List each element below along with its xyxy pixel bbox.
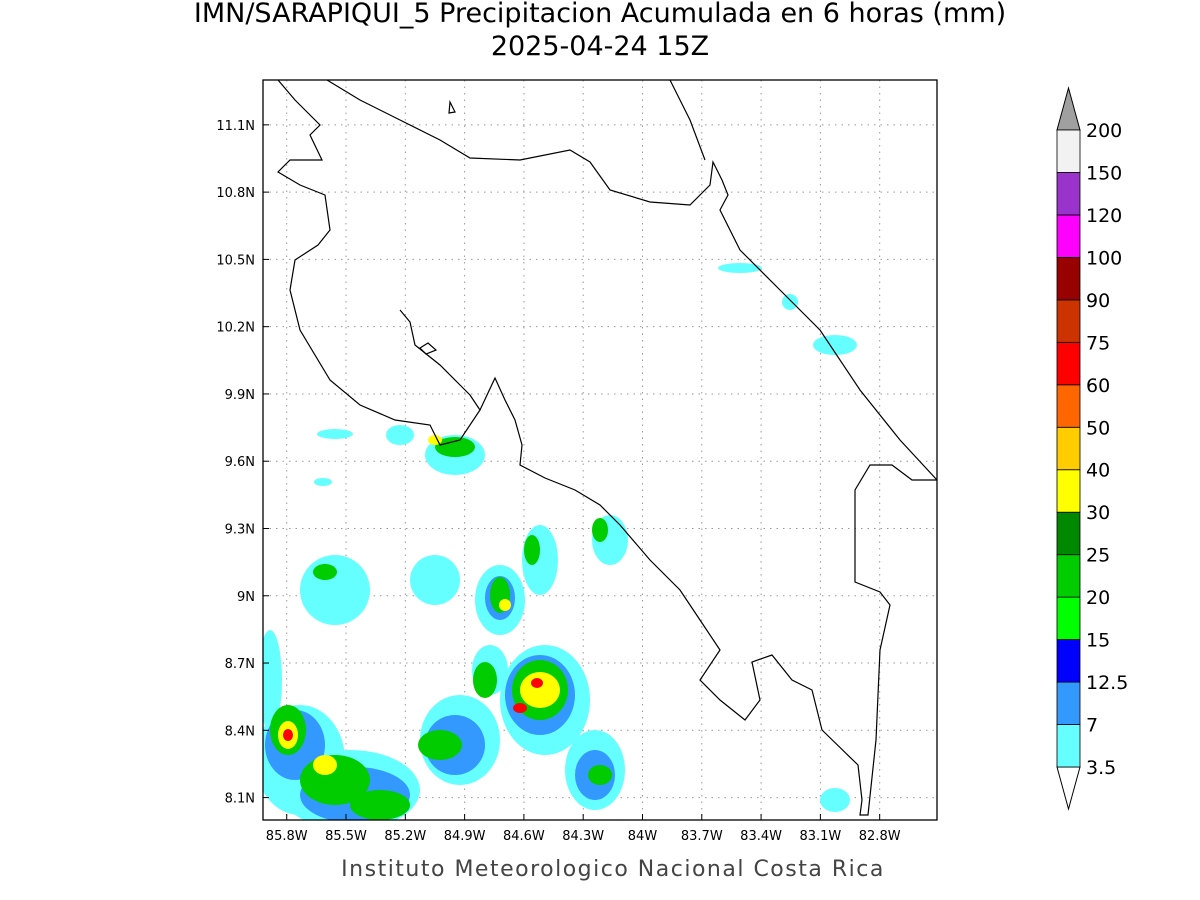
x-tick-label: 84.9W	[444, 829, 486, 844]
axis-labels: 85.8W 85.5W 85.2W 84.9W 84.6W 84.3W 84W 83.7W 83…	[216, 119, 900, 844]
x-tick-label: 83.7W	[681, 829, 723, 844]
colorbar-label: 75	[1086, 332, 1110, 354]
map-frame	[262, 79, 938, 821]
colorbar-box	[1056, 469, 1081, 513]
credit: Instituto Meteorologico Nacional Costa R…	[341, 857, 885, 882]
x-tick-label: 83.1W	[799, 829, 841, 844]
colorbar-box	[1056, 681, 1081, 725]
colorbar-label: 50	[1086, 417, 1110, 439]
subtitle: 2025-04-24 15Z	[491, 31, 709, 62]
y-tick-label: 9.9N	[225, 388, 255, 403]
colorbar-label: 3.5	[1086, 757, 1116, 779]
colorbar-label: 100	[1086, 247, 1122, 269]
colorbar-box	[1056, 554, 1081, 598]
colorbar-over	[1056, 86, 1081, 131]
colorbar-box	[1056, 341, 1081, 386]
colorbar-box	[1056, 384, 1081, 428]
precip-field	[263, 263, 857, 820]
title: IMN/SARAPIQUI_5 Precipitacion Acumulada …	[194, 0, 1006, 29]
colorbar-box	[1056, 426, 1081, 471]
y-tick-label: 8.1N	[225, 792, 255, 807]
colorbar-label: 150	[1086, 162, 1122, 184]
y-tick-label: 10.8N	[216, 186, 255, 201]
coastlines	[277, 80, 937, 816]
y-tick-label: 8.4N	[225, 724, 255, 739]
colorbar-label: 12.5	[1086, 672, 1128, 694]
colorbar-label: 200	[1086, 120, 1122, 142]
y-tick-label: 9.3N	[225, 522, 255, 537]
colorbar-label: 60	[1086, 375, 1110, 397]
y-tick-label: 9N	[237, 590, 255, 605]
colorbar-under	[1056, 766, 1081, 811]
x-tick-label: 85.5W	[325, 829, 367, 844]
colorbar-label: 7	[1086, 715, 1098, 737]
x-tick-label: 85.2W	[384, 829, 426, 844]
colorbar-label: 15	[1086, 630, 1110, 652]
x-tick-label: 82.8W	[859, 829, 901, 844]
colorbar-label: 120	[1086, 205, 1122, 227]
y-tick-label: 11.1N	[216, 119, 255, 134]
x-tick-label: 84.6W	[503, 829, 545, 844]
colorbar-box	[1056, 724, 1081, 768]
colorbar-box	[1056, 129, 1081, 173]
colorbar-box	[1056, 299, 1081, 343]
x-tick-label: 85.8W	[266, 829, 308, 844]
y-tick-label: 9.6N	[225, 455, 255, 470]
y-tick-label: 10.5N	[216, 253, 255, 268]
grid	[263, 80, 937, 820]
colorbar-box	[1056, 172, 1081, 216]
colorbar-box	[1056, 639, 1081, 683]
x-tick-label: 84.3W	[562, 829, 604, 844]
colorbar-label: 20	[1086, 587, 1110, 609]
y-tick-label: 8.7N	[225, 657, 255, 672]
x-tick-label: 84W	[628, 829, 658, 844]
y-tick-label: 10.2N	[216, 321, 255, 336]
colorbar-label: 30	[1086, 502, 1110, 524]
colorbar-box	[1056, 214, 1081, 258]
colorbar-label: 25	[1086, 545, 1110, 567]
colorbar-label: 40	[1086, 460, 1110, 482]
colorbar: 3.5 7 12.5 15 20 25 30 40 50 60 75 90 100 120 150 200	[1056, 86, 1128, 811]
colorbar-box	[1056, 511, 1081, 556]
colorbar-label: 90	[1086, 290, 1110, 312]
colorbar-box	[1056, 256, 1081, 301]
colorbar-box	[1056, 596, 1081, 641]
x-tick-label: 83.4W	[740, 829, 782, 844]
